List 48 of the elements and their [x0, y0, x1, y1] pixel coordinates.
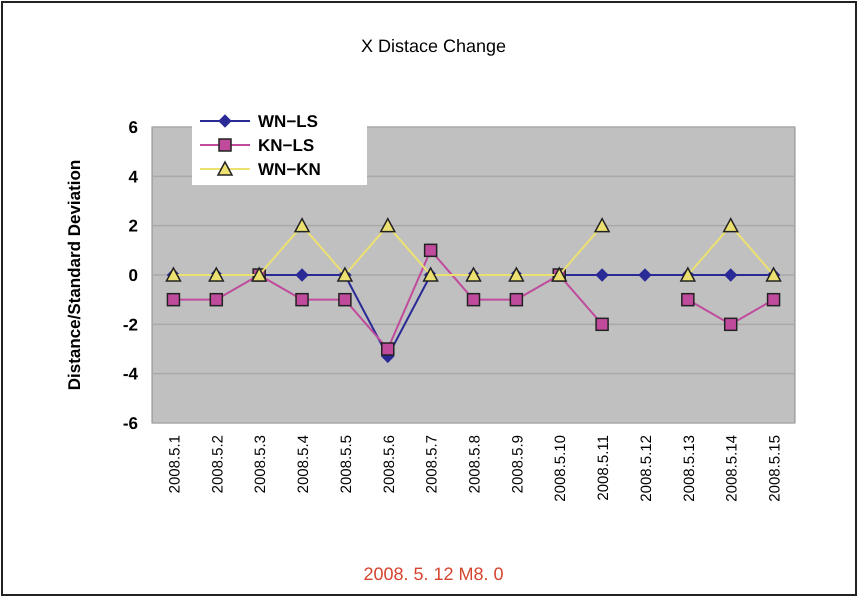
x-tick-label: 2008.5.5	[338, 435, 355, 494]
y-tick-label: 4	[128, 167, 139, 186]
point	[338, 292, 352, 306]
point	[296, 268, 309, 282]
legend-label: WN−KN	[258, 160, 321, 179]
point	[510, 292, 524, 306]
point	[594, 218, 610, 232]
x-tick-label: 2008.5.10	[552, 435, 570, 502]
x-tick-label: 2008.5.13	[680, 435, 698, 502]
point	[638, 268, 652, 282]
x-tick-label: 2008.5.1	[166, 435, 184, 494]
point	[724, 268, 738, 282]
point	[210, 292, 224, 306]
x-tick-label: 2008.5.7	[424, 435, 441, 494]
point	[595, 318, 609, 332]
chart-title: X Distace Change	[360, 36, 506, 56]
y-tick-label: 2	[128, 216, 138, 236]
y-axis-title: Distance/Standard Deviation	[65, 160, 84, 390]
x-tick-label: 2008.5.12	[638, 435, 655, 502]
point	[380, 218, 396, 232]
point	[424, 244, 438, 258]
x-tick-label: 2008.5.14	[724, 435, 741, 502]
x-tick-label: 2008.5.3	[252, 435, 270, 494]
point	[381, 342, 395, 356]
y-tick-label: -2	[122, 315, 138, 334]
point	[294, 218, 310, 232]
x-tick-label: 2008.5.2	[209, 435, 226, 494]
point	[596, 268, 609, 282]
point	[166, 292, 180, 306]
point	[466, 292, 480, 306]
x-tick-label: 2008.5.8	[466, 435, 484, 494]
point	[722, 218, 738, 232]
y-tick-label: 6	[128, 118, 138, 137]
x-tick-label: 2008.5.11	[595, 435, 612, 501]
point	[724, 318, 738, 332]
point	[681, 292, 695, 306]
legend-label: WN−LS	[258, 112, 318, 131]
point	[295, 292, 309, 306]
x-tick-label: 2008.5.6	[380, 435, 398, 494]
text: 2008. 5. 12 M8. 0	[363, 564, 504, 584]
x-tick-label: 2008.5.4	[295, 435, 312, 494]
legend-label: KN−LS	[258, 136, 314, 155]
x-tick-label: 2008.5.15	[766, 435, 784, 502]
x-tick-label: 2008.5.9	[509, 435, 526, 494]
point	[766, 292, 780, 306]
y-tick-label: -6	[122, 414, 138, 433]
y-tick-label: -4	[122, 364, 139, 384]
y-tick-label: 0	[128, 266, 138, 285]
